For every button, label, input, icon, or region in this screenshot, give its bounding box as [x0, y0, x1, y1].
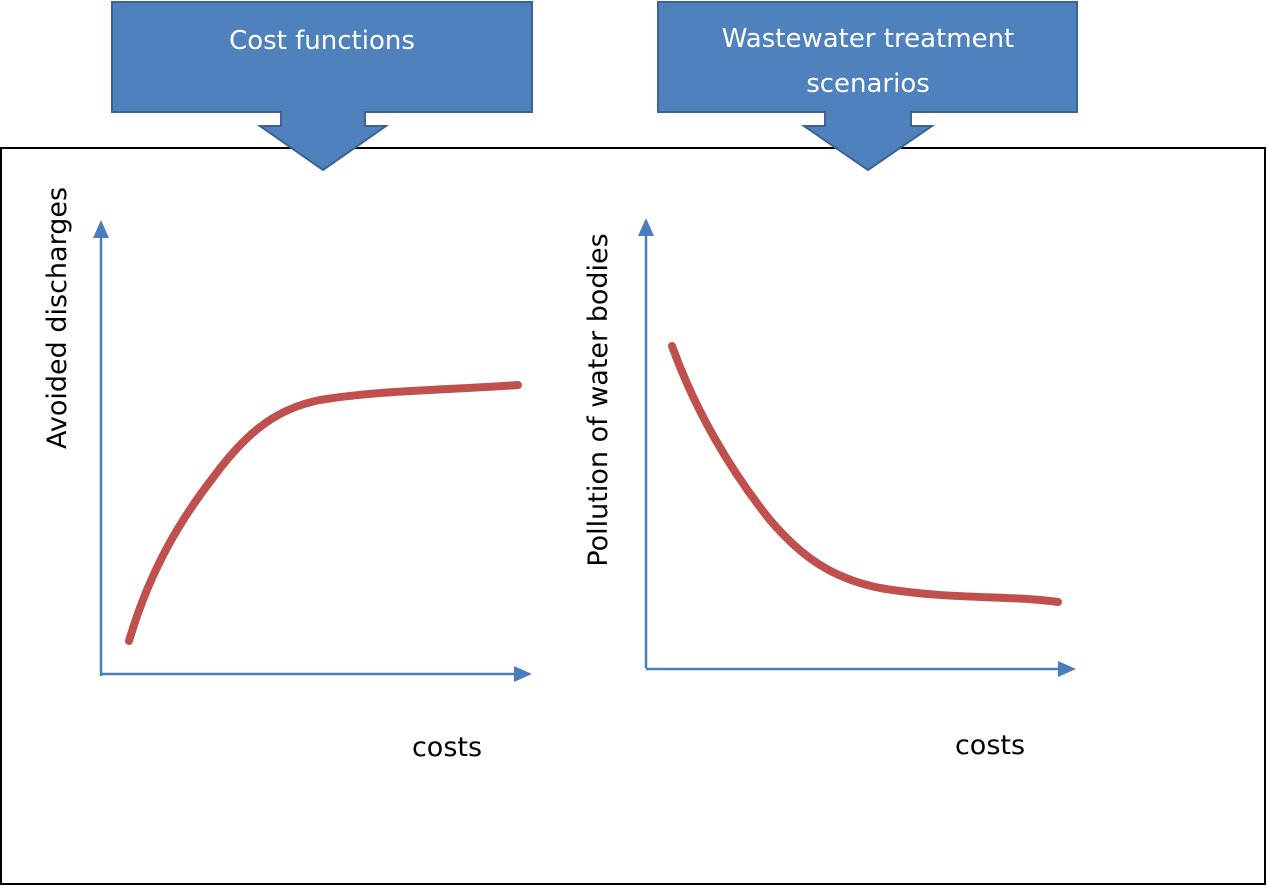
- right-chart: Pollution of water bodies costs: [583, 218, 1076, 761]
- wastewater-scenarios-callout: Wastewater treatment scenarios: [657, 1, 1078, 172]
- main-frame: [0, 147, 1266, 885]
- left-x-axis-title: costs: [412, 732, 482, 763]
- cost-functions-callout-shape: [111, 1, 533, 172]
- right-y-axis-title: Pollution of water bodies: [583, 233, 614, 566]
- right-y-axis-arrow: [638, 218, 654, 236]
- left-chart: Avoided discharges costs: [42, 187, 532, 763]
- wastewater-scenarios-label-line1: Wastewater treatment: [722, 24, 1015, 54]
- left-x-axis-arrow: [514, 666, 532, 682]
- cost-functions-callout: Cost functions: [111, 1, 533, 172]
- cost-functions-label: Cost functions: [229, 26, 415, 56]
- pollution-curve: [668, 342, 1062, 606]
- right-x-axis-arrow: [1058, 661, 1076, 677]
- left-y-axis-arrow: [93, 220, 109, 238]
- wastewater-scenarios-callout-shape: [657, 1, 1078, 172]
- right-x-axis-title: costs: [955, 730, 1025, 761]
- wastewater-scenarios-label-line2: scenarios: [806, 69, 930, 99]
- left-y-axis-title: Avoided discharges: [42, 187, 73, 449]
- avoided-discharges-curve: [125, 381, 522, 645]
